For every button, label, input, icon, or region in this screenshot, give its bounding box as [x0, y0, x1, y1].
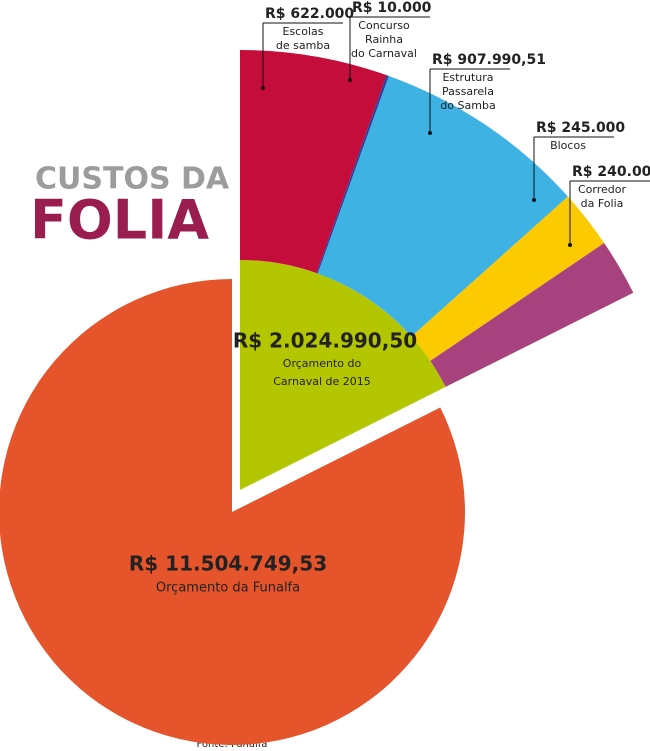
slice-label: Orçamento do: [283, 357, 362, 370]
breakdown-slice: [317, 75, 568, 337]
category-label: Rainha: [365, 33, 403, 46]
breakdown-slice: [430, 243, 634, 387]
category-label: Escolas: [283, 25, 324, 38]
value-label: R$ 907.990,51: [432, 52, 546, 68]
value-label: R$ 2.024.990,50: [233, 329, 417, 353]
category-label: Passarela: [442, 85, 494, 98]
category-label: Corredor: [578, 183, 627, 196]
slice-label: Carnaval de 2015: [273, 375, 371, 388]
value-label: R$ 10.000: [352, 0, 432, 16]
leader-dot: [428, 131, 432, 135]
value-label: R$ 240.000: [572, 164, 650, 180]
category-label: de samba: [276, 39, 330, 52]
pie-slice: [240, 260, 446, 490]
category-label: Concurso: [358, 19, 410, 32]
breakdown-slice: [411, 196, 605, 361]
value-label: R$ 622.000: [265, 6, 354, 22]
value-label: R$ 11.504.749,53: [129, 552, 327, 576]
breakdown-slice: [240, 50, 387, 274]
slice-label: Orçamento da Funalfa: [156, 581, 300, 596]
leader-dot: [568, 243, 572, 247]
leader-dot: [348, 78, 352, 82]
value-label: R$ 245.000: [536, 120, 625, 136]
category-label: Estrutura: [442, 71, 493, 84]
pie-slice: [0, 279, 465, 745]
breakdown-slice: [316, 75, 389, 274]
title-line: FOLIA: [30, 189, 209, 252]
category-label: Blocos: [550, 139, 586, 152]
category-label: do Samba: [440, 99, 495, 112]
leader-dot: [532, 198, 536, 202]
title-line: CUSTOS DA: [35, 162, 230, 197]
leader-dot: [261, 86, 265, 90]
category-label: da Folia: [581, 197, 624, 210]
category-label: do Carnaval: [351, 47, 417, 60]
